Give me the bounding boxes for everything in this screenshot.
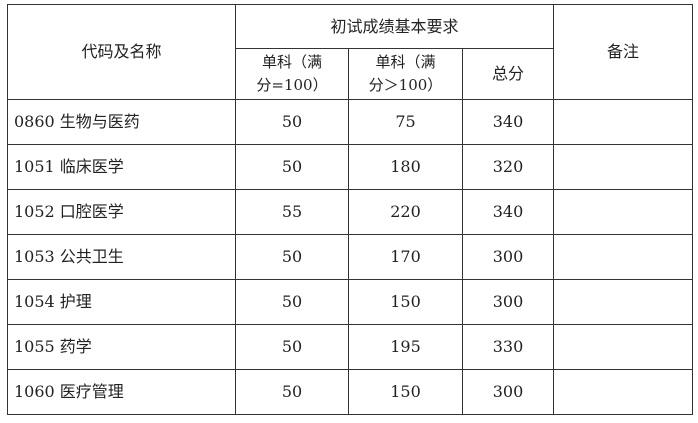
cell-remark bbox=[553, 234, 693, 280]
cell-total: 320 bbox=[462, 144, 554, 190]
cell-name: 1055 药学 bbox=[7, 324, 236, 370]
table-row: 1053 公共卫生 50 170 300 bbox=[7, 234, 693, 280]
cell-name: 1060 医疗管理 bbox=[7, 369, 236, 415]
cell-name: 1052 口腔医学 bbox=[7, 189, 236, 235]
table-row: 1051 临床医学 50 180 320 bbox=[7, 144, 693, 190]
cell-total: 300 bbox=[462, 234, 554, 280]
header-remarks: 备注 bbox=[553, 4, 693, 100]
table-row: 1060 医疗管理 50 150 300 bbox=[7, 369, 693, 415]
cell-total: 330 bbox=[462, 324, 554, 370]
cell-single-100: 50 bbox=[235, 99, 349, 145]
header-code-name: 代码及名称 bbox=[7, 4, 236, 100]
cell-name: 1053 公共卫生 bbox=[7, 234, 236, 280]
cell-name: 1051 临床医学 bbox=[7, 144, 236, 190]
cell-total: 340 bbox=[462, 99, 554, 145]
table-row: 1055 药学 50 195 330 bbox=[7, 324, 693, 370]
header-single-gt100: 单科（满 分＞100） bbox=[348, 48, 463, 100]
table-row: 0860 生物与医药 50 75 340 bbox=[7, 99, 693, 145]
cell-total: 300 bbox=[462, 369, 554, 415]
cell-total: 300 bbox=[462, 279, 554, 325]
cell-single-gt100: 170 bbox=[348, 234, 463, 280]
cell-name: 1054 护理 bbox=[7, 279, 236, 325]
header-single-100: 单科（满 分=100） bbox=[235, 48, 349, 100]
cell-name: 0860 生物与医药 bbox=[7, 99, 236, 145]
cell-remark bbox=[553, 324, 693, 370]
cell-remark bbox=[553, 99, 693, 145]
cell-single-100: 50 bbox=[235, 324, 349, 370]
cell-remark bbox=[553, 369, 693, 415]
cell-single-100: 50 bbox=[235, 234, 349, 280]
cell-single-100: 55 bbox=[235, 189, 349, 235]
cell-single-100: 50 bbox=[235, 369, 349, 415]
cell-total: 340 bbox=[462, 189, 554, 235]
cell-single-100: 50 bbox=[235, 279, 349, 325]
header-total: 总分 bbox=[462, 48, 554, 100]
table-row: 1052 口腔医学 55 220 340 bbox=[7, 189, 693, 235]
header-group: 初试成绩基本要求 bbox=[235, 4, 554, 49]
cell-remark bbox=[553, 189, 693, 235]
cell-remark bbox=[553, 279, 693, 325]
cell-single-gt100: 150 bbox=[348, 369, 463, 415]
score-requirements-table: 代码及名称 初试成绩基本要求 备注 单科（满 分=100） 单科（满 分＞100） … bbox=[7, 4, 693, 415]
cell-single-gt100: 150 bbox=[348, 279, 463, 325]
cell-single-gt100: 180 bbox=[348, 144, 463, 190]
cell-single-gt100: 220 bbox=[348, 189, 463, 235]
cell-single-gt100: 75 bbox=[348, 99, 463, 145]
cell-single-100: 50 bbox=[235, 144, 349, 190]
cell-remark bbox=[553, 144, 693, 190]
table-row: 1054 护理 50 150 300 bbox=[7, 279, 693, 325]
cell-single-gt100: 195 bbox=[348, 324, 463, 370]
